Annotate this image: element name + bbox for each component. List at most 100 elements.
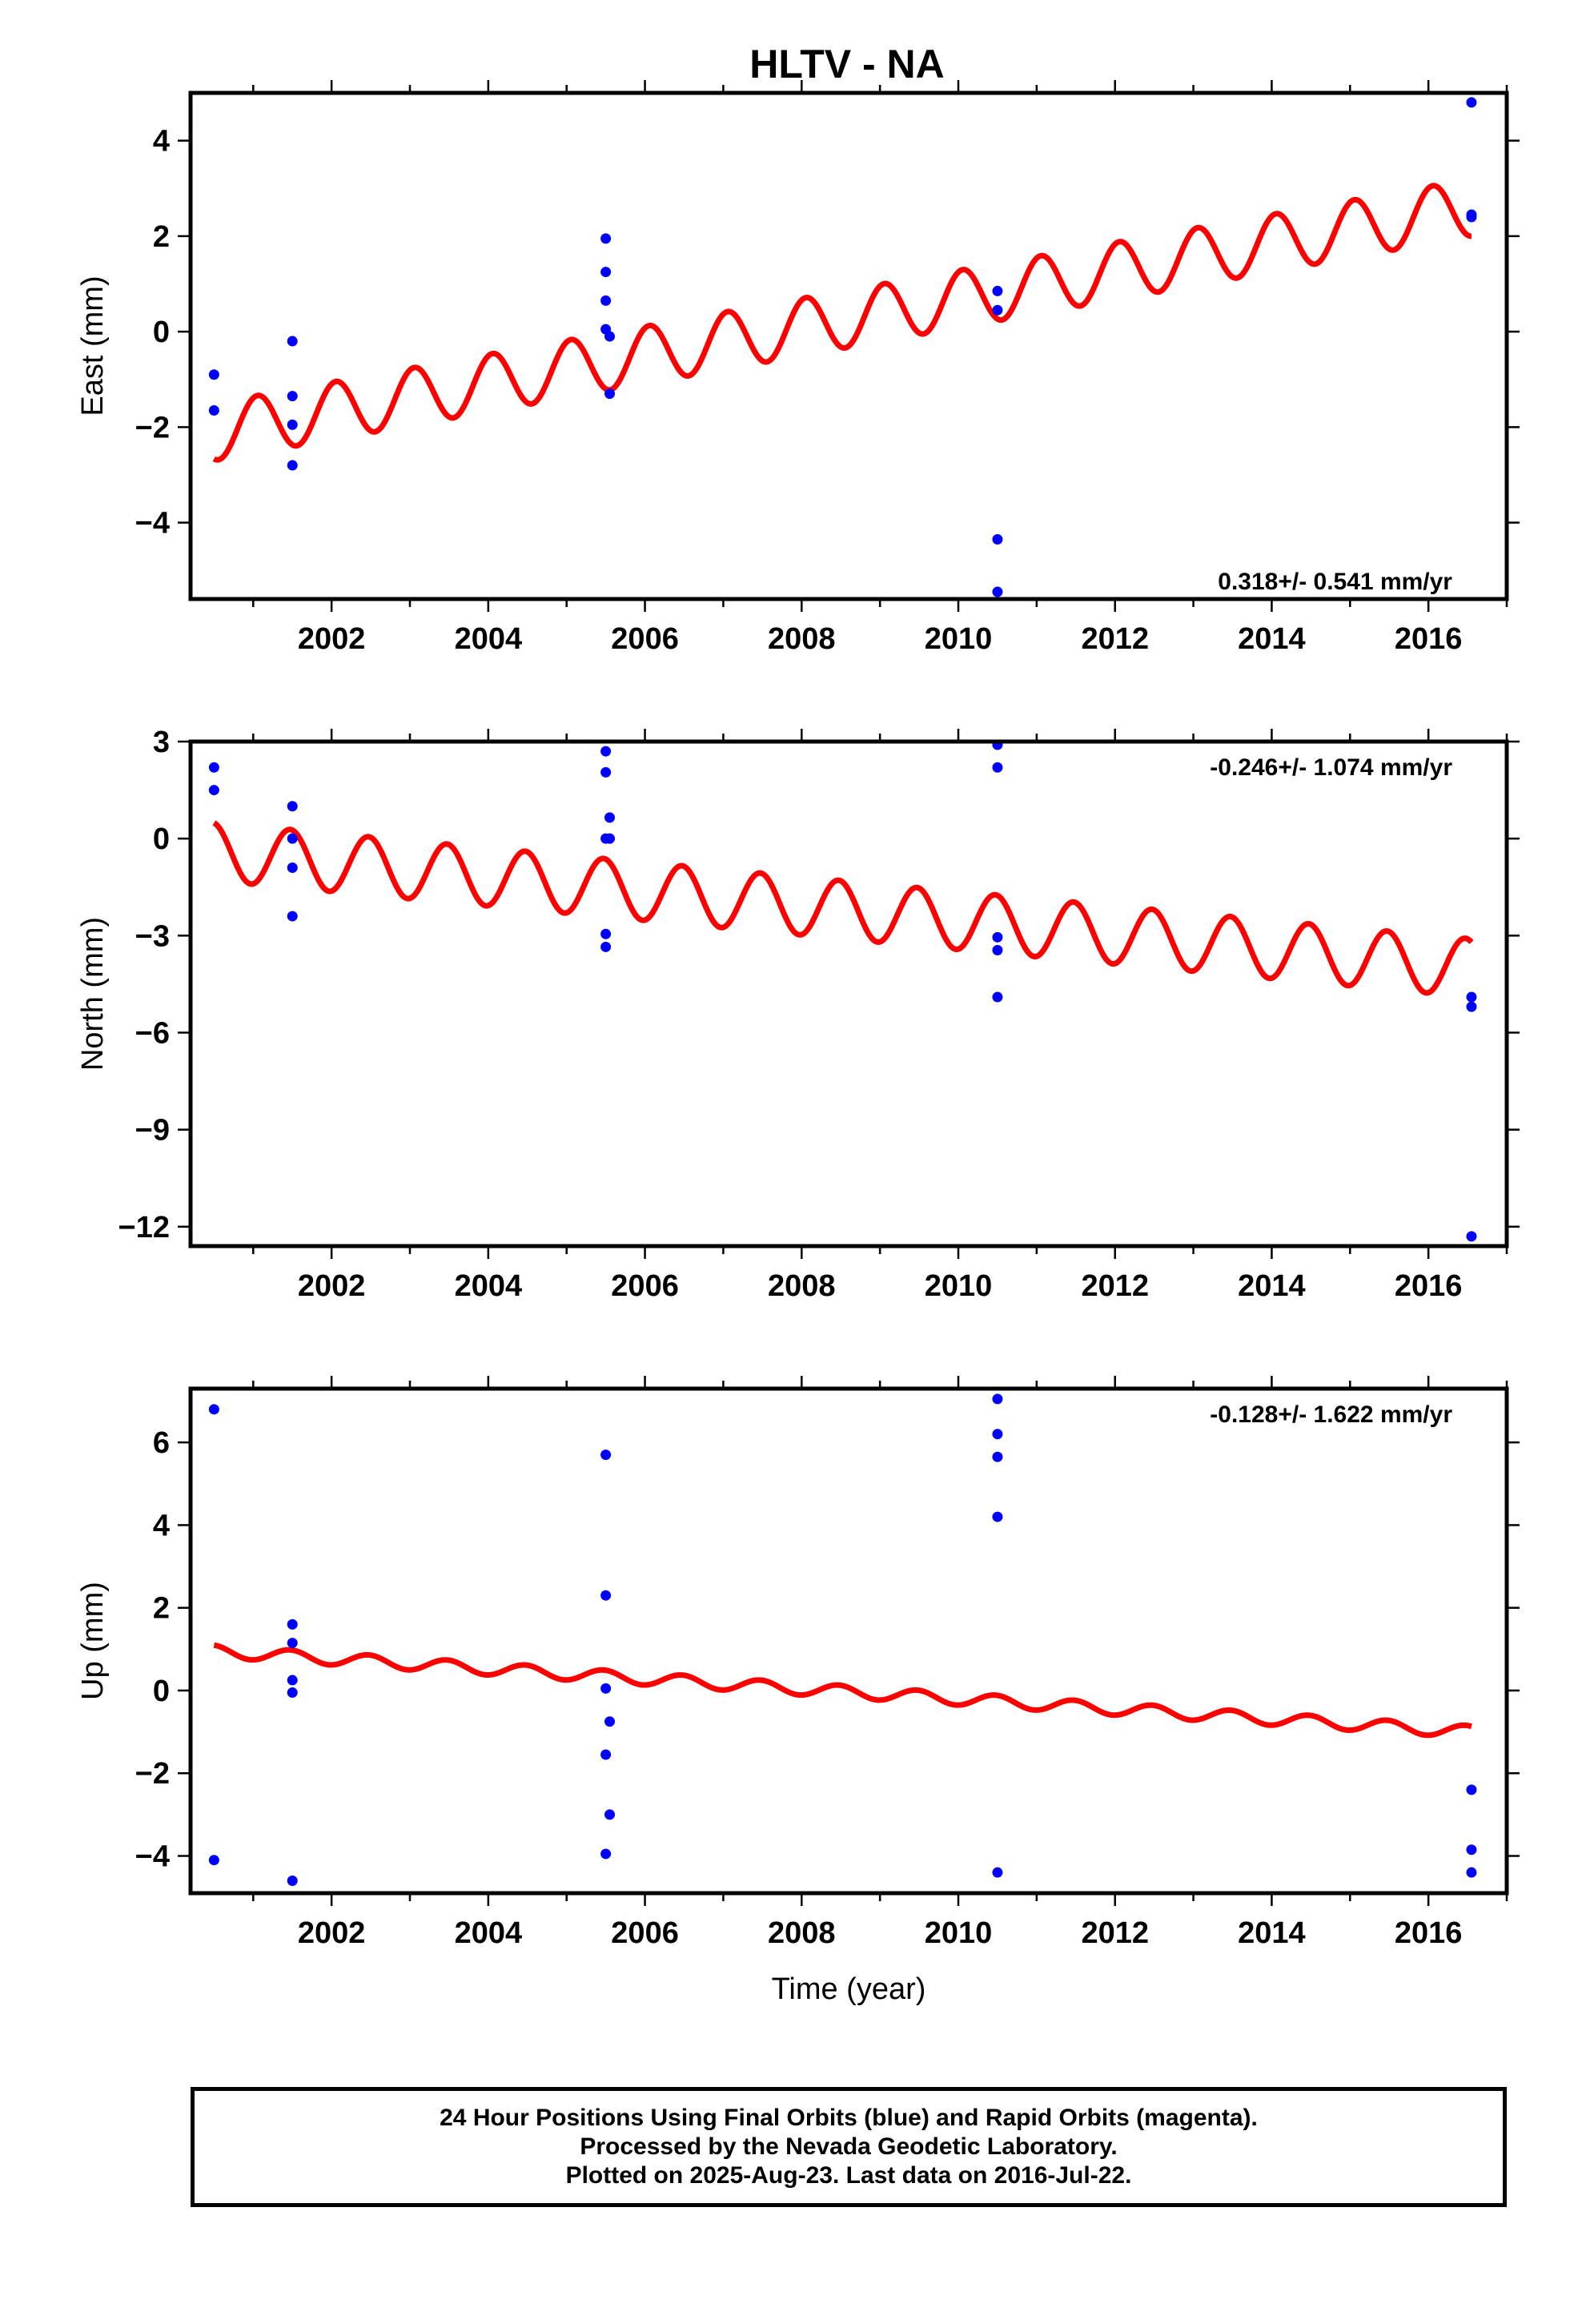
x-tick-label: 2002 <box>298 1916 366 1950</box>
y-tick-label: 0 <box>153 316 170 349</box>
data-point <box>600 746 612 757</box>
data-point <box>1466 1784 1477 1795</box>
x-tick-label: 2004 <box>455 622 523 656</box>
data-point <box>992 931 1003 943</box>
y-tick-label: −2 <box>135 411 170 444</box>
y-tick-label: 0 <box>153 1675 170 1708</box>
x-tick-label: 2006 <box>611 622 679 656</box>
data-point <box>600 1749 612 1760</box>
y-axis-label: North (mm) <box>76 917 110 1071</box>
rate-label: 0.318+/- 0.541 mm/yr <box>1218 569 1452 595</box>
data-point <box>992 742 1003 750</box>
figure-title: HLTV - NA <box>749 42 944 86</box>
y-tick-label: −12 <box>118 1211 170 1244</box>
y-tick-label: −9 <box>135 1114 170 1148</box>
data-point <box>992 991 1003 1003</box>
x-tick-label: 2008 <box>768 1269 836 1303</box>
x-axis-label: Time (year) <box>772 1972 926 2006</box>
data-point <box>1466 1231 1477 1242</box>
data-point <box>208 1855 219 1866</box>
x-tick-label: 2012 <box>1081 1269 1149 1303</box>
data-point <box>287 460 298 471</box>
data-point <box>992 1451 1003 1462</box>
data-point <box>1466 1844 1477 1856</box>
x-tick-label: 2012 <box>1081 1916 1149 1950</box>
rate-label: -0.246+/- 1.074 mm/yr <box>1210 754 1452 781</box>
data-point <box>287 801 298 812</box>
y-tick-label: 3 <box>153 726 170 759</box>
x-tick-label: 2002 <box>298 1269 366 1303</box>
x-tick-label: 2014 <box>1238 1916 1306 1950</box>
model-line <box>211 1642 1474 1739</box>
data-point <box>604 331 616 342</box>
x-tick-label: 2008 <box>768 622 836 656</box>
data-point <box>600 1848 612 1860</box>
data-point <box>287 1876 298 1887</box>
data-point <box>992 1429 1003 1440</box>
y-tick-label: −2 <box>135 1757 170 1791</box>
data-point <box>287 336 298 347</box>
panels: 2002 2004 2006 2008 2010 2012 2014 2016−4−2024E… <box>76 80 1520 2006</box>
x-tick-label: 2004 <box>455 1269 523 1303</box>
x-tick-label: 2010 <box>925 1916 993 1950</box>
panel-north: 2002 2004 2006 2008 2010 2012 2014 2016 −12 −9 −6 −… <box>76 726 1520 1303</box>
data-point <box>1466 991 1477 1003</box>
data-point <box>600 941 612 952</box>
x-tick-label: 2010 <box>925 1269 993 1303</box>
plot-frame <box>188 739 1509 1248</box>
data-point <box>600 1449 612 1461</box>
x-tick-label: 2004 <box>455 1916 523 1950</box>
x-tick-label: 2006 <box>611 1916 679 1950</box>
data-point <box>600 233 612 244</box>
data-point <box>287 1675 298 1686</box>
data-point <box>1466 211 1477 223</box>
rate-label: -0.128+/- 1.622 mm/yr <box>1210 1401 1452 1428</box>
data-point <box>287 833 298 844</box>
panel-east: 2002 2004 2006 2008 2010 2012 2014 2016 −4 −2 0 2 4 E… <box>76 80 1520 656</box>
data-point <box>992 1511 1003 1522</box>
plot-frame <box>188 90 1509 601</box>
y-tick-label: −4 <box>135 507 170 541</box>
x-tick-label: 2010 <box>925 622 993 656</box>
data-point <box>992 1393 1003 1405</box>
data-point <box>208 785 219 796</box>
y-tick-label: 4 <box>153 125 170 159</box>
data-point <box>992 586 1003 597</box>
data-point <box>600 267 612 278</box>
data-point <box>992 762 1003 773</box>
data-point <box>208 1404 219 1415</box>
y-tick-label: −4 <box>135 1840 170 1874</box>
data-point <box>992 533 1003 545</box>
data-point <box>600 928 612 939</box>
data-point <box>287 1618 298 1630</box>
data-point <box>208 369 219 380</box>
data-point <box>992 285 1003 296</box>
data-point <box>287 1638 298 1649</box>
x-tick-label: 2014 <box>1238 622 1306 656</box>
data-point <box>604 388 616 400</box>
x-tick-label: 2016 <box>1395 1916 1463 1950</box>
y-tick-label: 6 <box>153 1426 170 1460</box>
data-point <box>1466 1001 1477 1012</box>
data-point <box>287 862 298 873</box>
data-point <box>600 766 612 778</box>
data-point <box>287 1687 298 1699</box>
caption-box: 24 Hour Positions Using Final Orbits (bl… <box>191 2087 1507 2207</box>
y-tick-label: 4 <box>153 1509 170 1542</box>
caption-line-3: Plotted on 2025-Aug-23. Last data on 201… <box>565 2162 1132 2189</box>
data-point <box>287 911 298 922</box>
data-point <box>208 404 219 416</box>
x-tick-label: 2008 <box>768 1916 836 1950</box>
y-tick-label: 2 <box>153 1592 170 1626</box>
x-tick-label: 2016 <box>1395 1269 1463 1303</box>
x-tick-label: 2006 <box>611 1269 679 1303</box>
data-point <box>1466 97 1477 108</box>
data-point <box>604 833 616 844</box>
caption-line-2: Processed by the Nevada Geodetic Laborat… <box>580 2133 1118 2160</box>
data-point <box>600 1683 612 1694</box>
x-tick-label: 2012 <box>1081 622 1149 656</box>
data-point <box>1466 1867 1477 1878</box>
data-point <box>208 762 219 773</box>
data-point <box>992 304 1003 316</box>
data-point <box>604 1809 616 1820</box>
